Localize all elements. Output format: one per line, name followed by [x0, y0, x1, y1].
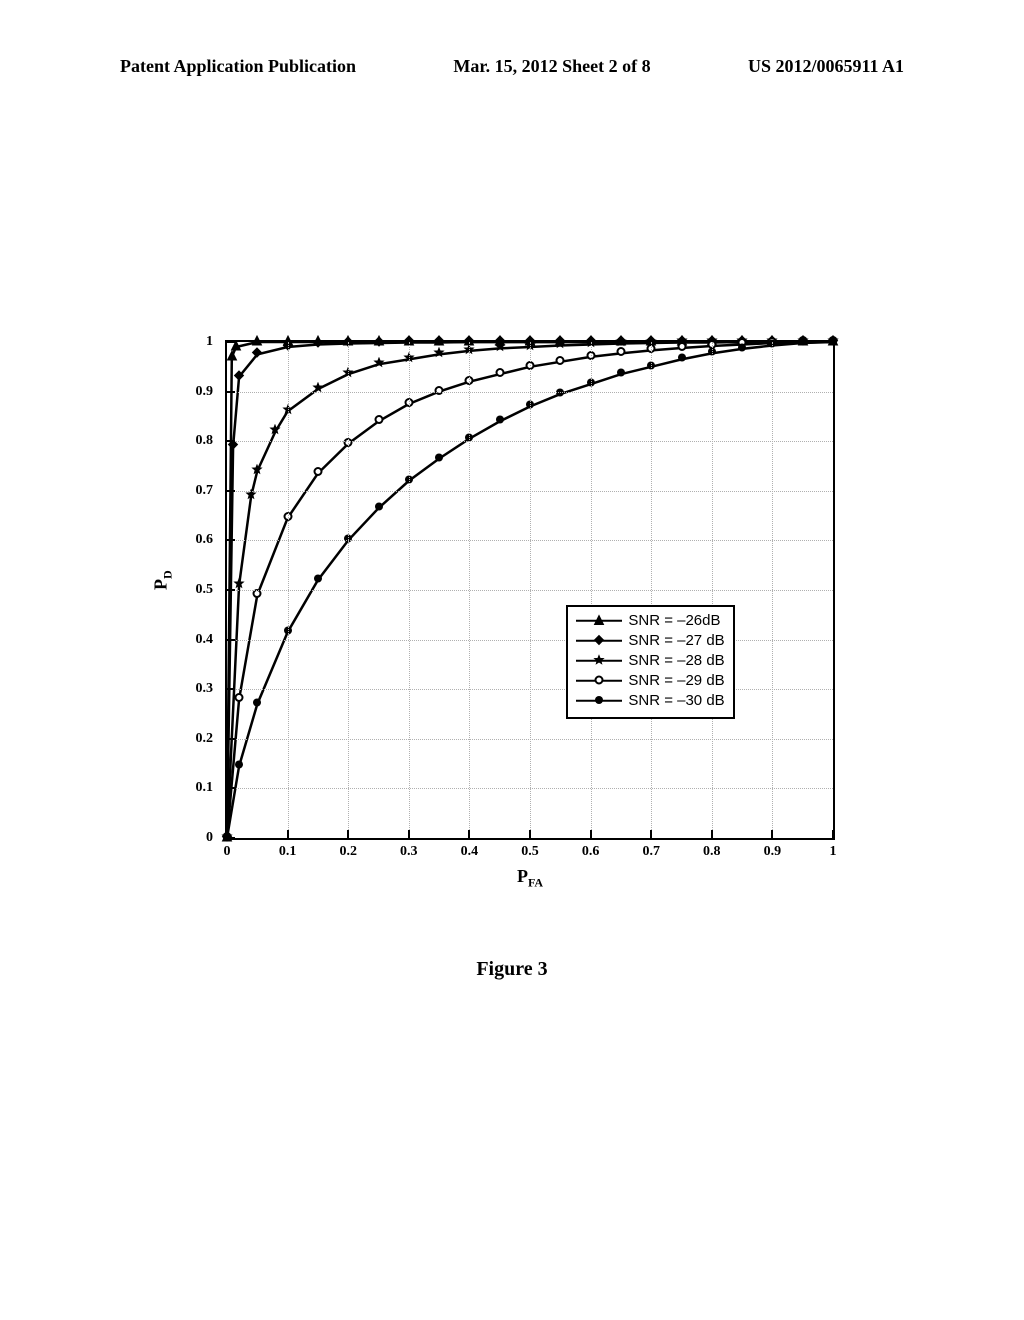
- data-point: [828, 333, 839, 351]
- data-point: [312, 464, 323, 482]
- legend-item: SNR = –29 dB: [576, 671, 724, 691]
- roc-chart: 00.10.20.30.40.50.60.70.80.9100.10.20.30…: [145, 340, 875, 900]
- data-point: [234, 690, 245, 708]
- data-point: [615, 344, 626, 362]
- data-point: [373, 334, 384, 352]
- data-point: [434, 345, 445, 363]
- data-point: [270, 422, 281, 440]
- plot-area: 00.10.20.30.40.50.60.70.80.9100.10.20.30…: [225, 340, 835, 840]
- data-point: [312, 571, 323, 589]
- data-point: [252, 695, 263, 713]
- data-point: [373, 412, 384, 430]
- data-point: [234, 368, 245, 386]
- data-point: [373, 499, 384, 517]
- page-header: Patent Application Publication Mar. 15, …: [0, 56, 1024, 77]
- header-center: Mar. 15, 2012 Sheet 2 of 8: [453, 56, 650, 77]
- data-point: [246, 487, 257, 505]
- legend: SNR = –26dBSNR = –27 dBSNR = –28 dBSNR =…: [566, 605, 734, 719]
- legend-item: SNR = –27 dB: [576, 631, 724, 651]
- legend-item: SNR = –30 dB: [576, 691, 724, 711]
- data-point: [494, 412, 505, 430]
- data-point: [494, 365, 505, 383]
- x-axis-label: PFA: [517, 866, 543, 891]
- data-point: [373, 355, 384, 373]
- legend-item: SNR = –26dB: [576, 611, 724, 631]
- data-point: [434, 450, 445, 468]
- figure-caption: Figure 3: [0, 958, 1024, 981]
- data-point: [312, 335, 323, 353]
- data-point: [252, 345, 263, 363]
- data-point: [234, 576, 245, 594]
- legend-item: SNR = –28 dB: [576, 651, 724, 671]
- data-point: [555, 353, 566, 371]
- header-left: Patent Application Publication: [120, 56, 356, 77]
- data-point: [494, 339, 505, 357]
- data-point: [555, 336, 566, 354]
- data-point: [676, 350, 687, 368]
- data-point: [797, 334, 808, 352]
- data-point: [737, 340, 748, 358]
- data-point: [312, 380, 323, 398]
- data-point: [252, 462, 263, 480]
- data-point: [234, 757, 245, 775]
- data-point: [555, 385, 566, 403]
- data-point: [252, 586, 263, 604]
- header-right: US 2012/0065911 A1: [748, 56, 904, 77]
- data-point: [615, 365, 626, 383]
